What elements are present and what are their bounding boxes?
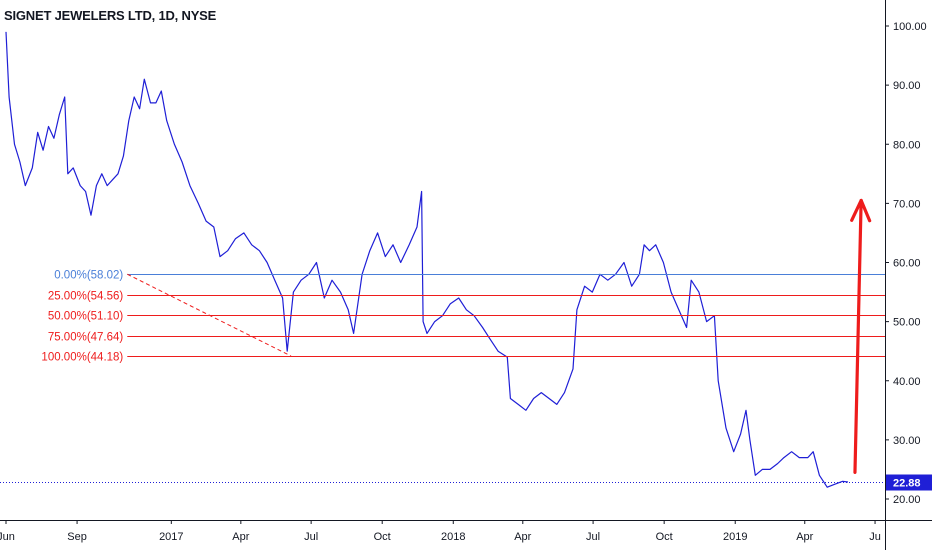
y-tick-label: 70.00 <box>893 198 921 210</box>
x-tick-label: Oct <box>374 531 391 543</box>
fibonacci-retracement[interactable]: 0.00%(58.02) 25.00%(54.56) 50.00%(51.10) 75… <box>41 270 885 364</box>
x-tick-label: Ju <box>869 531 881 543</box>
last-price-badge <box>886 474 932 491</box>
y-tick-label: 80.00 <box>893 139 921 151</box>
x-tick-label: 2018 <box>441 531 465 543</box>
x-tick-label: 2017 <box>159 531 183 543</box>
x-tick-label: Jun <box>0 531 15 543</box>
y-tick-label: 50.00 <box>893 317 921 329</box>
y-tick-label: 100.00 <box>893 21 927 33</box>
fib-trend-line[interactable] <box>127 273 292 357</box>
y-tick-label: 40.00 <box>893 376 921 388</box>
x-tick-label: Jul <box>586 531 600 543</box>
y-tick-label: 30.00 <box>893 435 921 447</box>
x-tick-label: Sep <box>67 531 87 543</box>
x-axis: Jun Sep 2017 Apr Jul Oct 2018 Apr Jul Oct 2019 Apr J… <box>0 520 881 543</box>
arrow-head <box>850 198 872 223</box>
y-axis: 100.00 90.00 80.00 70.00 60.00 50.00 40.00 30.0… <box>885 21 927 506</box>
price-line <box>5 31 849 488</box>
arrow-shaft <box>853 198 863 474</box>
y-tick-label: 20.00 <box>893 494 921 506</box>
fib-level-label: 50.00%(51.10) <box>48 311 124 323</box>
last-price-marker: 22.88 <box>0 474 932 491</box>
fib-level-label: 0.00%(58.02) <box>54 270 123 282</box>
y-tick-label: 90.00 <box>893 80 921 92</box>
last-price-label: 22.88 <box>893 478 921 490</box>
price-series <box>5 31 849 488</box>
x-tick-label: 2019 <box>723 531 747 543</box>
fib-level-label: 100.00%(44.18) <box>41 352 123 364</box>
x-tick-label: Apr <box>514 531 531 543</box>
annotation-layer <box>850 198 872 474</box>
x-tick-label: Apr <box>796 531 813 543</box>
y-tick-label: 60.00 <box>893 258 921 270</box>
chart-title: SIGNET JEWELERS LTD, 1D, NYSE <box>4 8 217 23</box>
x-tick-label: Jul <box>304 531 318 543</box>
x-tick-label: Oct <box>656 531 673 543</box>
plot-background <box>0 0 885 520</box>
x-tick-label: Apr <box>232 531 249 543</box>
fib-level-label: 25.00%(54.56) <box>48 291 124 303</box>
fib-level-label: 75.00%(47.64) <box>48 332 124 344</box>
